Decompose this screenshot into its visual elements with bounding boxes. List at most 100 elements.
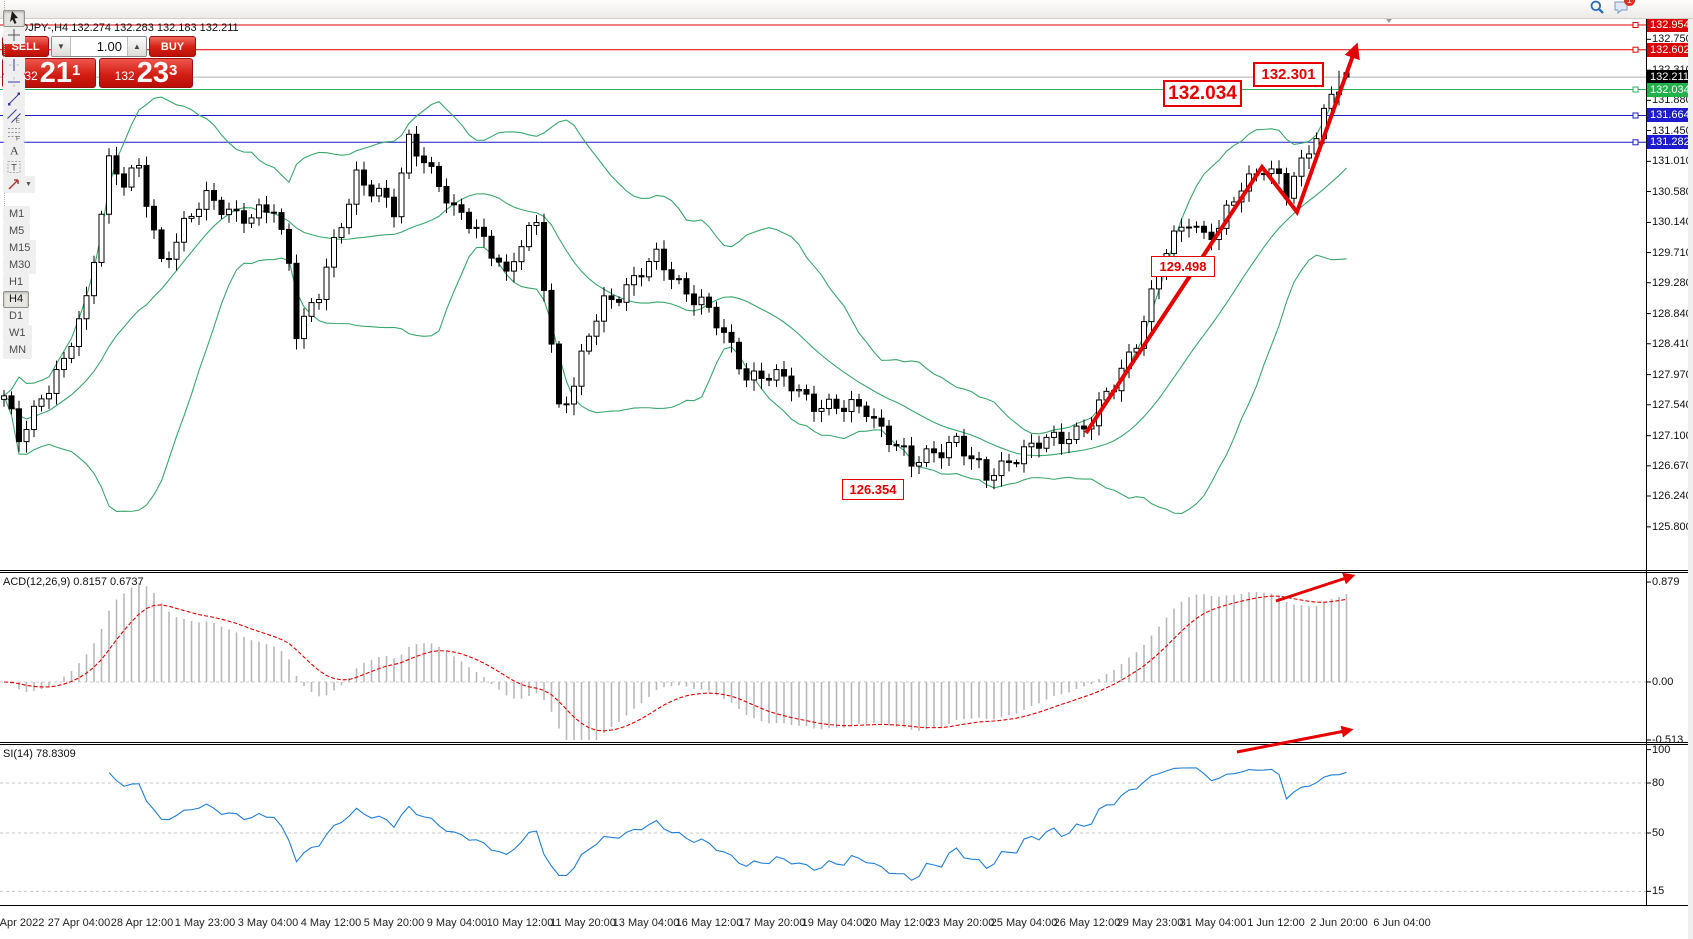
notifications-button[interactable]: 1 <box>1613 0 1635 20</box>
timeframe-m5-button[interactable]: M5 <box>3 222 31 240</box>
toolbar-grip <box>4 0 9 10</box>
text-icon: A <box>6 142 22 158</box>
volume-increase-button[interactable]: ▲ <box>127 37 146 56</box>
price-level-badge: 132.954 <box>1647 18 1692 32</box>
timeframe-mn-button[interactable]: MN <box>3 341 33 359</box>
scroll-to-end-icon[interactable] <box>1384 16 1394 23</box>
fibonacci-button[interactable]: F <box>3 124 25 142</box>
timeframe-h4-button[interactable]: H4 <box>3 290 30 308</box>
svg-text:F: F <box>16 136 20 142</box>
trend-arrow-main[interactable] <box>1084 42 1360 435</box>
price-tick-label: 128.410 <box>1652 337 1692 350</box>
macd-indicator-label: ACD(12,26,9) 0.8157 0.6737 <box>3 576 144 588</box>
price-annotation-label[interactable]: 126.354 <box>842 479 904 500</box>
price-annotation-label[interactable]: 132.034 <box>1163 80 1242 107</box>
macd-tick-label: 0.00 <box>1652 676 1674 688</box>
price-tick-label: 132.750 <box>1652 33 1692 46</box>
time-axis-label: Apr 2022 <box>0 917 45 929</box>
time-axis[interactable]: Apr 2022 27 Apr 04:00 28 Apr 12:00 1 May 23… <box>0 906 1693 939</box>
buy-price-pip: 3 <box>168 62 178 79</box>
price-tick-label: 131.880 <box>1652 94 1692 107</box>
timeframe-m30-button[interactable]: M30 <box>3 256 37 274</box>
time-axis-label: 10 May 12:00 <box>486 917 554 929</box>
vline-icon <box>6 57 22 73</box>
label-icon: T <box>6 159 22 175</box>
volume-spinner: ▼ ▲ <box>51 36 147 57</box>
time-axis-label: 29 May 23:00 <box>1116 917 1184 929</box>
price-level-badge: 132.602 <box>1647 42 1692 57</box>
trend-arrow-rsi[interactable] <box>1236 725 1354 754</box>
equidistant-channel-button[interactable]: E <box>3 107 25 125</box>
time-axis-label: 9 May 04:00 <box>426 917 488 929</box>
time-axis-label: 6 Jun 04:00 <box>1373 917 1431 929</box>
time-axis-label: 11 May 20:00 <box>550 917 616 929</box>
time-axis-label: 20 May 12:00 <box>864 917 932 929</box>
time-axis-label: 13 May 04:00 <box>612 917 680 929</box>
macd-tick-label: -0.513 <box>1652 734 1684 746</box>
sell-price-pip: 1 <box>71 62 81 79</box>
buy-price-display[interactable]: 132 23 3 <box>99 58 193 88</box>
rsi-tick-label: 15 <box>1652 885 1665 898</box>
toolbar-grip <box>4 192 9 206</box>
price-level-badge: 131.664 <box>1647 108 1692 123</box>
price-tick-label: 129.710 <box>1652 246 1692 259</box>
trend-arrow-macd[interactable] <box>1275 572 1356 603</box>
buy-price-main: 23 <box>136 57 169 89</box>
price-tick-label: 128.840 <box>1652 307 1692 320</box>
cursor-button[interactable] <box>3 9 25 27</box>
crosshair-button[interactable] <box>3 26 25 44</box>
buy-button[interactable]: BUY <box>149 36 196 57</box>
vertical-line-button[interactable] <box>3 56 25 74</box>
timeframe-m1-button[interactable]: M1 <box>3 205 31 223</box>
price-tick-label: 130.580 <box>1652 185 1692 198</box>
text-button[interactable]: A <box>3 141 25 159</box>
time-axis-label: 17 May 20:00 <box>738 917 806 929</box>
macd-tick-label: 0.879 <box>1652 576 1680 589</box>
time-axis-label: 25 May 04:00 <box>990 917 1058 929</box>
chevron-down-icon: ▼ <box>25 180 32 188</box>
trendline-icon <box>6 91 22 107</box>
arrow-objects-button[interactable]: ▼ <box>3 175 35 193</box>
timeframe-d1-button[interactable]: D1 <box>3 307 30 325</box>
price-level-badge: 131.282 <box>1647 135 1692 150</box>
cursor-icon <box>6 10 22 26</box>
crosshair-icon <box>6 27 22 43</box>
horizontal-line-button[interactable] <box>3 73 25 91</box>
svg-text:E: E <box>16 118 21 125</box>
price-annotation-label[interactable]: 132.301 <box>1253 62 1324 87</box>
price-tick-label: 131.450 <box>1652 124 1692 137</box>
time-axis-label: 5 May 20:00 <box>363 917 425 929</box>
price-tick-label: 125.800 <box>1652 520 1692 533</box>
price-tick-label: 130.140 <box>1652 216 1692 229</box>
channel-icon: E <box>6 108 22 124</box>
trendline-button[interactable] <box>3 90 25 108</box>
timeframe-w1-button[interactable]: W1 <box>3 324 32 342</box>
search-button[interactable] <box>1589 0 1605 20</box>
time-axis-label: 28 Apr 12:00 <box>110 917 174 929</box>
timeframe-m15-button[interactable]: M15 <box>3 239 37 257</box>
time-axis-label: 26 May 12:00 <box>1053 917 1121 929</box>
volume-decrease-button[interactable]: ▼ <box>52 37 71 56</box>
rsi-tick-label: 80 <box>1652 776 1665 789</box>
price-annotation-label[interactable]: 129.498 <box>1151 256 1215 277</box>
chevron-down-icon: ▼ <box>57 42 65 51</box>
price-axis[interactable]: 132.750132.310131.880131.450131.010130.5… <box>1646 18 1693 905</box>
time-axis-label: 27 Apr 04:00 <box>47 917 111 929</box>
volume-input[interactable] <box>71 37 127 56</box>
time-axis-label: 4 May 12:00 <box>300 917 362 929</box>
price-tick-label: 131.010 <box>1652 155 1692 168</box>
toolbar-right-items: 1 <box>1589 0 1635 20</box>
rsi-indicator-label: SI(14) 78.8309 <box>3 748 76 760</box>
hline-icon <box>6 74 22 90</box>
notification-badge: 1 <box>1624 0 1635 6</box>
time-axis-label: 23 May 20:00 <box>927 917 995 929</box>
time-axis-label: 19 May 04:00 <box>801 917 869 929</box>
timeframe-h1-button[interactable]: H1 <box>3 273 30 291</box>
time-axis-label: 31 May 04:00 <box>1179 917 1247 929</box>
price-tick-label: 129.280 <box>1652 276 1692 289</box>
text-label-button[interactable]: T <box>3 158 25 176</box>
